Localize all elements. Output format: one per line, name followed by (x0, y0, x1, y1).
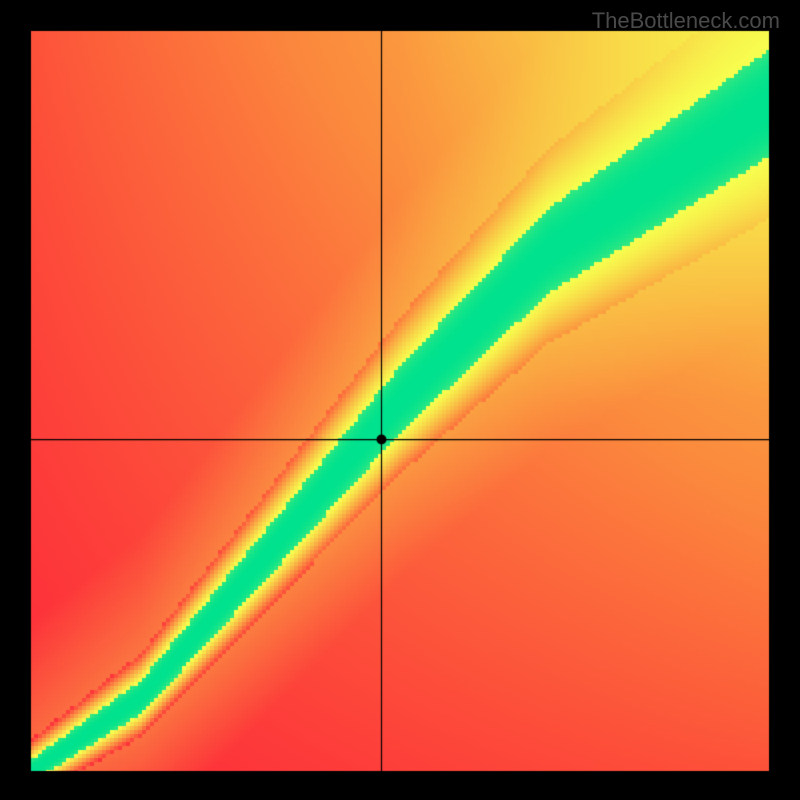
chart-container: TheBottleneck.com (0, 0, 800, 800)
watermark-text: TheBottleneck.com (592, 8, 780, 34)
bottleneck-heatmap (0, 0, 800, 800)
